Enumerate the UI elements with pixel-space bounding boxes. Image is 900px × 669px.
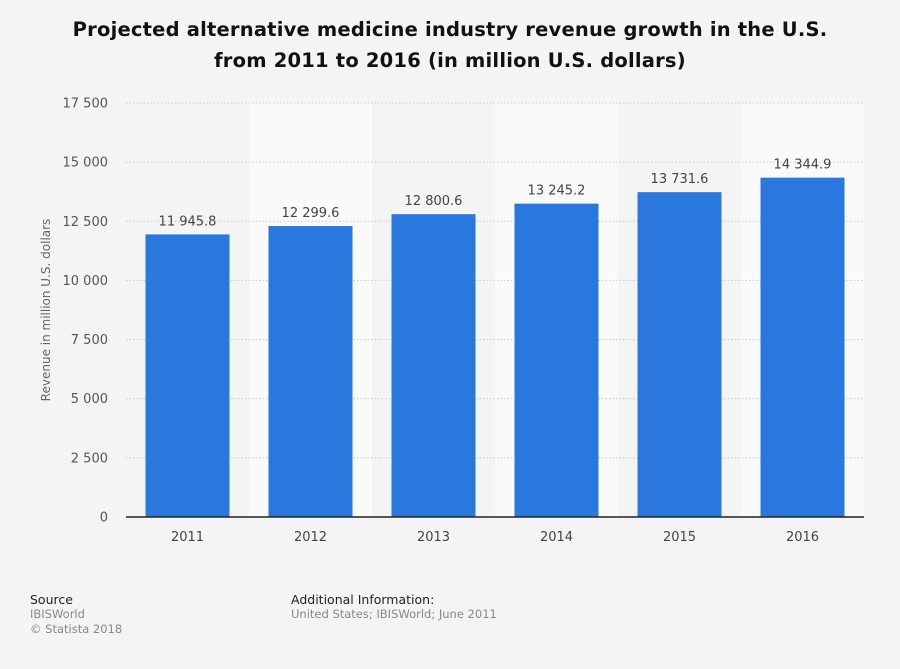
x-tick-label: 2011 — [171, 530, 204, 545]
y-tick-label: 10 000 — [63, 274, 109, 289]
data-label: 12 299.6 — [282, 206, 340, 221]
y-tick-label: 5 000 — [71, 392, 108, 407]
data-label: 13 731.6 — [651, 172, 709, 187]
chart-title-line-1: Projected alternative medicine industry … — [72, 18, 828, 41]
y-tick-label: 7 500 — [71, 333, 108, 348]
chart-title: Projected alternative medicine industry … — [0, 14, 900, 76]
source-line[interactable]: IBISWorld — [30, 607, 85, 621]
data-label: 13 245.2 — [528, 184, 586, 199]
bar — [514, 203, 599, 517]
copyright-line: © Statista 2018 — [30, 622, 123, 636]
additional-info-text: United States; IBISWorld; June 2011 — [291, 607, 497, 621]
x-tick-label: 2013 — [417, 530, 450, 545]
y-tick-label: 17 500 — [63, 97, 109, 112]
source-block: Source IBISWorld © Statista 2018 — [30, 592, 122, 637]
data-label: 14 344.9 — [774, 158, 832, 173]
y-tick-label: 15 000 — [63, 156, 109, 171]
bar-chart: 0 2 500 5 000 7 500 10 000 12 500 15 000 17 500… — [39, 97, 864, 545]
bar — [760, 177, 845, 517]
data-label: 11 945.8 — [159, 214, 217, 229]
x-tick-label: 2014 — [540, 530, 573, 545]
x-tick-label: 2012 — [294, 530, 327, 545]
data-label: 12 800.6 — [405, 194, 463, 209]
bar — [145, 234, 230, 518]
source-header: Source — [30, 592, 73, 607]
x-tick-label: 2016 — [786, 530, 819, 545]
y-tick-label: 0 — [100, 511, 108, 526]
chart-title-line-2: from 2011 to 2016 (in million U.S. dolla… — [214, 49, 686, 72]
x-tick-label: 2015 — [663, 530, 696, 545]
y-tick-label: 12 500 — [63, 215, 109, 230]
bar — [268, 226, 353, 517]
additional-info-block: Additional Information: United States; I… — [291, 592, 497, 622]
bar — [637, 192, 722, 517]
y-tick-label: 2 500 — [71, 451, 108, 466]
y-axis-title: Revenue in million U.S. dollars — [39, 219, 53, 402]
bar — [391, 214, 476, 517]
additional-info-header: Additional Information: — [291, 592, 435, 607]
